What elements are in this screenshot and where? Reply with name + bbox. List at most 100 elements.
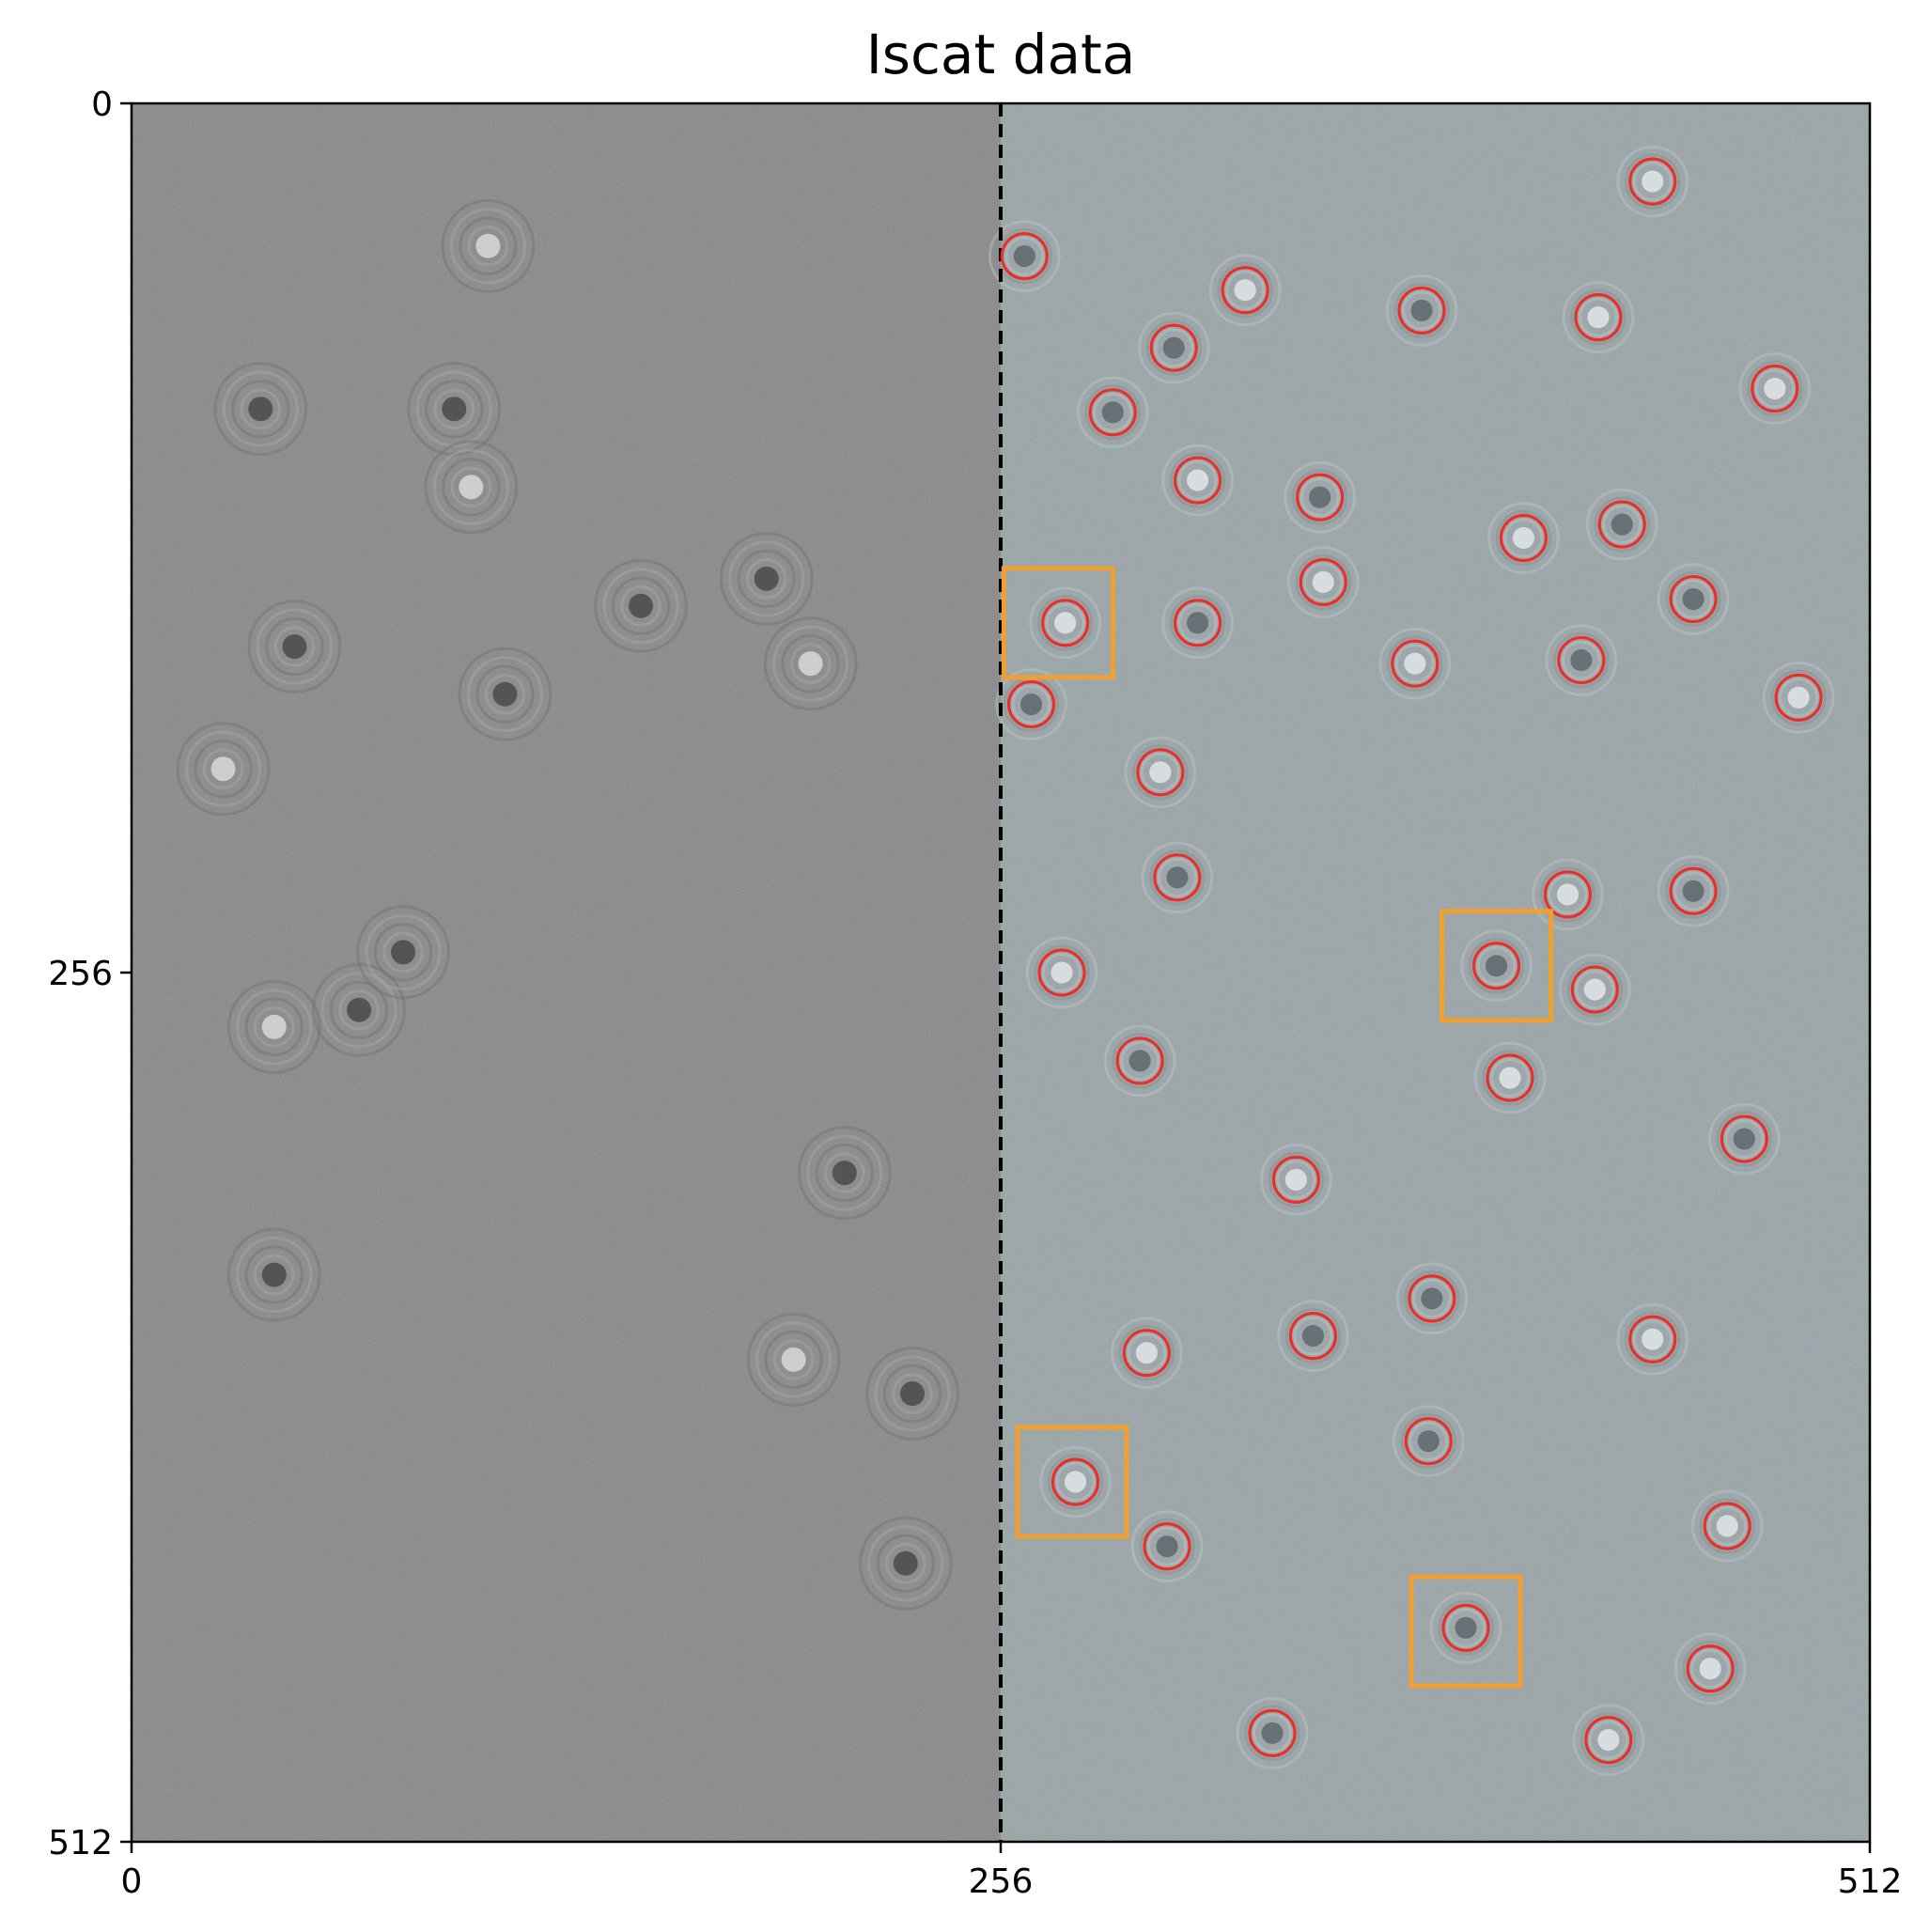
detection-circle	[1271, 1155, 1320, 1205]
detection-circle	[1703, 1502, 1751, 1550]
particle-right	[1025, 936, 1098, 1009]
detection-circle	[1149, 323, 1198, 372]
particle-right	[1385, 274, 1458, 347]
detection-circle	[1471, 942, 1521, 990]
particle-left	[226, 979, 321, 1074]
detection-circle	[1136, 748, 1185, 797]
detection-circle	[1628, 157, 1677, 206]
particle-right	[1208, 254, 1282, 327]
particle-left	[176, 722, 271, 817]
particle-right	[1161, 444, 1234, 517]
particles-right	[988, 145, 1835, 1776]
particle-right	[1460, 929, 1533, 1003]
particle-left	[247, 600, 342, 694]
highlight-box	[1015, 1425, 1129, 1539]
particle-right	[1284, 460, 1357, 534]
particle-right	[1161, 586, 1234, 660]
detection-circle	[1143, 1522, 1191, 1571]
particle-right	[1707, 1102, 1781, 1176]
highlight-box	[1001, 566, 1115, 680]
detection-circle	[1173, 456, 1222, 505]
particle-right	[1487, 502, 1560, 574]
detection-circle	[1299, 557, 1347, 607]
particle-right	[1029, 586, 1102, 660]
detection-circle	[1574, 293, 1623, 342]
y-tick-label-256: 256	[48, 955, 113, 993]
particle-right	[1690, 1489, 1764, 1563]
particle-left	[746, 1312, 841, 1407]
detection-circle	[1584, 1716, 1633, 1765]
x-tick-label-256: 256	[969, 1862, 1034, 1901]
detection-circle	[1499, 513, 1549, 563]
detection-circle	[1774, 673, 1823, 722]
highlight-box	[1409, 1574, 1523, 1689]
particle-right	[1558, 953, 1631, 1026]
particle-left	[356, 905, 450, 1000]
detection-circle	[1051, 1457, 1100, 1506]
particle-right	[1657, 563, 1730, 635]
highlight-box	[1440, 909, 1554, 1023]
detection-circle	[1570, 965, 1619, 1014]
detection-circle	[1397, 286, 1446, 335]
particle-right	[1738, 352, 1812, 425]
particle-right	[1260, 1144, 1332, 1216]
detection-circle	[1248, 1708, 1297, 1757]
particle-left	[213, 362, 308, 457]
particle-right	[1103, 1024, 1176, 1098]
particle-right	[1111, 1317, 1183, 1390]
detection-circle	[1122, 1329, 1171, 1378]
detection-circle	[1441, 1603, 1490, 1652]
detection-circle	[1486, 1053, 1534, 1102]
particle-right	[1572, 1704, 1645, 1776]
particle-right	[1585, 488, 1658, 561]
particle-left	[226, 1227, 321, 1322]
particle-right	[1236, 1697, 1309, 1769]
chart-title: Iscat data	[866, 23, 1136, 86]
particle-right	[1378, 627, 1452, 700]
particle-right	[1673, 1632, 1747, 1706]
particle-right	[1562, 281, 1635, 353]
particle-left	[441, 198, 536, 293]
detection-circle	[1408, 1274, 1456, 1323]
detection-circle	[1037, 948, 1086, 997]
particle-right	[1277, 1300, 1349, 1372]
detection-circle	[1597, 500, 1646, 549]
particle-right	[1039, 1445, 1112, 1519]
highlight-boxes	[1001, 566, 1554, 1689]
plot-area	[132, 103, 1870, 1842]
particle-right	[1392, 1405, 1465, 1477]
particle-left	[797, 1126, 892, 1221]
y-tick-label-0: 0	[91, 86, 113, 124]
detection-circle	[1006, 679, 1056, 729]
particle-right	[1762, 661, 1835, 734]
detection-circle	[1557, 635, 1606, 685]
particle-right	[1616, 1302, 1689, 1376]
particle-right	[1545, 624, 1618, 696]
particle-left	[719, 531, 814, 626]
detection-circle	[1153, 853, 1202, 902]
detection-circle	[1751, 364, 1799, 413]
detection-circle	[1088, 388, 1137, 437]
x-tick-label-0: 0	[121, 1862, 143, 1901]
detection-circle	[1221, 266, 1269, 315]
particle-left	[407, 362, 502, 457]
particle-right	[1657, 854, 1730, 927]
detection-circle	[1669, 574, 1718, 624]
particle-right	[988, 220, 1061, 292]
particle-right	[995, 668, 1067, 740]
axis-ticks: 0 256 512 0 256 512	[48, 86, 1902, 1901]
x-tick-label-512: 512	[1838, 1862, 1903, 1901]
particle-left	[312, 962, 407, 1057]
particle-right	[1076, 376, 1149, 449]
detection-circle	[1391, 639, 1440, 688]
detection-circle	[1628, 1315, 1677, 1363]
particle-left	[458, 647, 553, 741]
detection-circle	[1173, 599, 1222, 647]
particle-right	[1532, 858, 1604, 931]
detection-circle	[1669, 866, 1718, 915]
detection-circle	[1000, 231, 1049, 281]
particle-right	[1124, 736, 1197, 809]
detection-circles	[1000, 157, 1823, 1765]
particle-left	[865, 1347, 959, 1441]
